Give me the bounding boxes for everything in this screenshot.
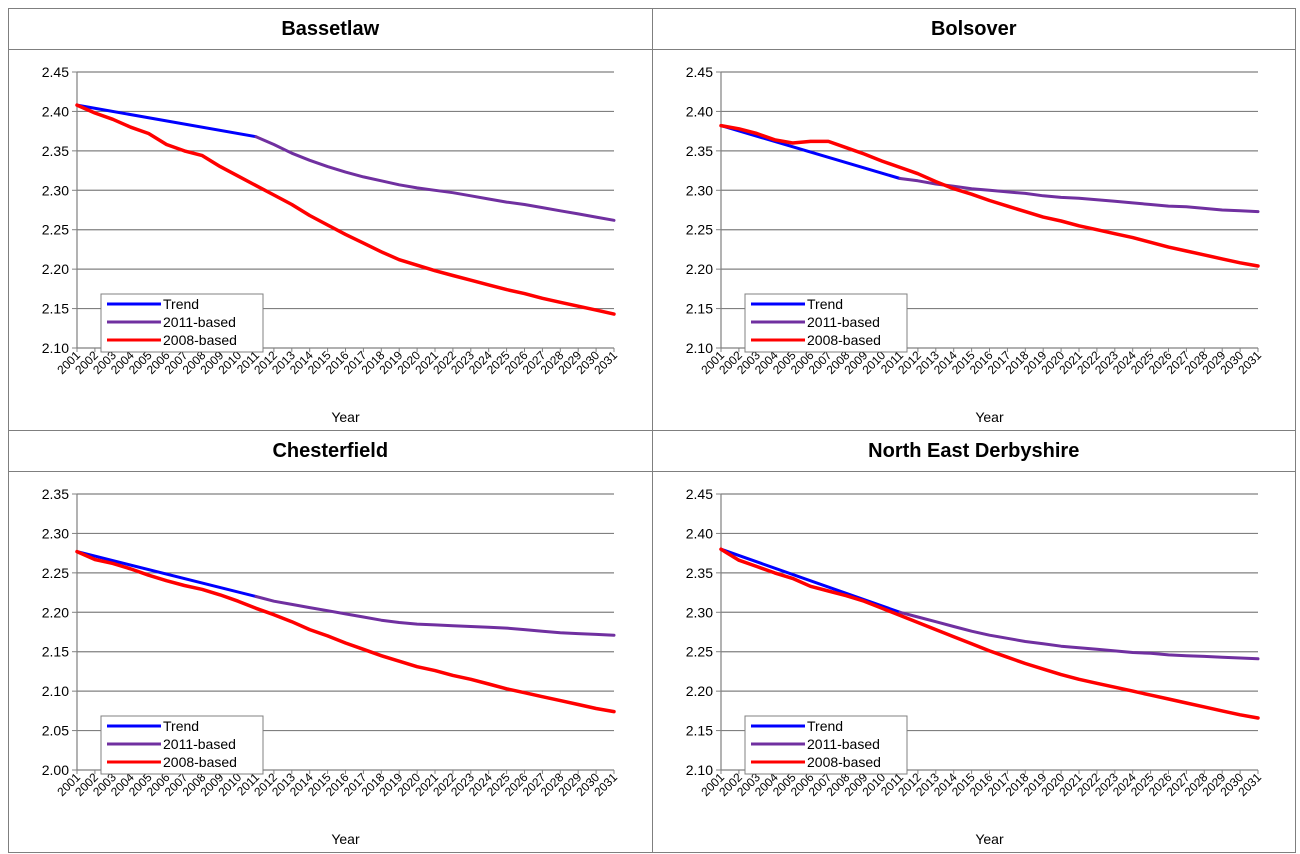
y-tick-label: 2.15: [42, 301, 69, 317]
y-tick-label: 2.25: [685, 222, 712, 238]
y-tick-label: 2.15: [42, 644, 69, 660]
legend-label: 2011-based: [807, 314, 880, 330]
chart-cell-4: 2.10 2.15 2.20 2.25 2.30 2.35 2.40 2.45 2001 2002…: [651, 471, 1296, 853]
y-tick-label: 2.25: [42, 222, 69, 238]
y-tick-label: 2.20: [685, 261, 712, 277]
y-tick-label: 2.20: [685, 683, 712, 699]
y-tick-label: 2.30: [42, 525, 69, 541]
legend: Trend 2011-based 2008-based: [744, 293, 907, 353]
y-tick-label: 2.10: [42, 340, 69, 356]
y-tick-label: 2.35: [685, 143, 712, 159]
y-tick-label: 2.25: [685, 644, 712, 660]
y-tick-label: 2.40: [685, 525, 712, 541]
panel-title: Chesterfield: [272, 440, 389, 462]
x-axis-title: Year: [975, 831, 1004, 847]
y-tick-label: 2.20: [42, 604, 69, 620]
series-line-2011-based: [254, 135, 616, 222]
series-line-trend: [719, 124, 901, 180]
series-line-2008-based: [718, 123, 1260, 268]
legend-label: Trend: [807, 718, 843, 734]
legend-label: 2011-based: [163, 736, 236, 752]
y-tick-label: 2.15: [685, 301, 712, 317]
legend-label: 2008-based: [807, 754, 881, 770]
legend: Trend 2011-based 2008-based: [100, 293, 264, 353]
charts-grid: Bassetlaw Bolsover 2.10 2.15 2.20 2.25 2.30 2…: [8, 8, 1296, 853]
series-line-2011-based: [254, 595, 616, 637]
legend-label: 2008-based: [163, 754, 237, 770]
y-tick-label: 2.40: [685, 103, 712, 119]
legend-label: 2008-based: [163, 332, 237, 348]
y-tick-label: 2.40: [42, 103, 69, 119]
y-tick-label: 2.35: [42, 486, 69, 502]
line-chart-north-east-derbyshire: 2.102.152.202.252.302.352.402.4520012002…: [685, 486, 1264, 847]
legend: Trend 2011-based 2008-based: [100, 715, 264, 775]
chart-cell-1: 2.10 2.15 2.20 2.25 2.30 2.35 2.40 2.45 2001 2002…: [8, 49, 653, 431]
x-axis-title: Year: [975, 409, 1004, 425]
chart-cell-2: 2.10 2.15 2.20 2.25 2.30 2.35 2.40 2.45 2001 2002…: [651, 49, 1296, 431]
y-tick-label: 2.35: [42, 143, 69, 159]
chart-cell-3: 2.00 2.05 2.10 2.15 2.20 2.25 2.30 2.35 2001 2002…: [8, 471, 653, 853]
line-chart-chesterfield: 2.002.052.102.152.202.252.302.3520012002…: [42, 486, 621, 847]
y-tick-label: 2.30: [685, 604, 712, 620]
panel-header-2: Bolsover: [651, 8, 1296, 50]
y-tick-label: 2.15: [685, 723, 712, 739]
y-tick-label: 2.30: [685, 182, 712, 198]
y-tick-label: 2.20: [42, 261, 69, 277]
series-line-trend: [75, 550, 258, 598]
legend-label: Trend: [163, 296, 199, 312]
series-line-trend: [719, 547, 901, 614]
panel-title: North East Derbyshire: [868, 440, 1080, 462]
panel-header-3: Chesterfield: [8, 430, 653, 472]
y-tick-label: 2.10: [42, 683, 69, 699]
legend-label: Trend: [163, 718, 199, 734]
y-tick-label: 2.35: [685, 565, 712, 581]
panel-title: Bolsover: [930, 18, 1017, 40]
y-tick-label: 2.45: [42, 64, 69, 80]
y-tick-label: 2.45: [685, 64, 712, 80]
legend-label: 2011-based: [163, 314, 236, 330]
y-tick-label: 2.30: [42, 182, 69, 198]
x-axis-title: Year: [331, 831, 360, 847]
series-line-2008-based: [75, 103, 616, 316]
y-tick-label: 2.10: [685, 340, 712, 356]
y-tick-label: 2.25: [42, 565, 69, 581]
y-tick-label: 2.00: [42, 762, 69, 778]
panel-header-1: Bassetlaw: [8, 8, 653, 50]
line-chart-bolsover: 2.102.152.202.252.302.352.402.4520012002…: [685, 64, 1264, 425]
x-axis-title: Year: [331, 409, 360, 425]
series-line-2011-based: [898, 177, 1259, 214]
legend-label: 2011-based: [807, 736, 880, 752]
y-tick-label: 2.10: [685, 762, 712, 778]
panel-header-4: North East Derbyshire: [651, 430, 1296, 472]
series-line-2011-based: [898, 610, 1259, 661]
series-line-2008-based: [718, 547, 1260, 720]
legend-label: 2008-based: [807, 332, 881, 348]
y-tick-label: 2.45: [685, 486, 712, 502]
legend: Trend 2011-based 2008-based: [744, 715, 907, 775]
panel-title: Bassetlaw: [281, 18, 380, 40]
series-line-2008-based: [75, 549, 616, 714]
legend-label: Trend: [807, 296, 843, 312]
series-line-trend: [75, 103, 258, 139]
y-tick-label: 2.05: [42, 723, 69, 739]
line-chart-bassetlaw: 2.102.152.202.252.302.352.402.4520012002…: [42, 64, 621, 425]
